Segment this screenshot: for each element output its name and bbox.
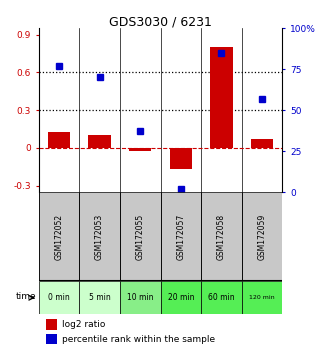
FancyBboxPatch shape	[120, 281, 160, 314]
FancyBboxPatch shape	[79, 281, 120, 314]
Text: time: time	[16, 292, 37, 301]
FancyBboxPatch shape	[242, 192, 282, 281]
Text: GSM172055: GSM172055	[136, 213, 145, 260]
FancyBboxPatch shape	[201, 192, 242, 281]
FancyBboxPatch shape	[120, 192, 160, 281]
FancyBboxPatch shape	[160, 192, 201, 281]
Text: percentile rank within the sample: percentile rank within the sample	[62, 335, 215, 344]
Text: log2 ratio: log2 ratio	[62, 320, 105, 329]
Title: GDS3030 / 6231: GDS3030 / 6231	[109, 15, 212, 28]
Bar	[46, 319, 57, 330]
Bar	[169, 148, 192, 170]
Bar	[46, 334, 57, 344]
Text: GSM172058: GSM172058	[217, 214, 226, 260]
Text: 0 min: 0 min	[48, 293, 70, 302]
Text: 60 min: 60 min	[208, 293, 235, 302]
Text: 20 min: 20 min	[168, 293, 194, 302]
Bar	[210, 47, 233, 148]
Text: GSM172057: GSM172057	[176, 213, 185, 260]
FancyBboxPatch shape	[242, 281, 282, 314]
Text: 5 min: 5 min	[89, 293, 110, 302]
FancyBboxPatch shape	[201, 281, 242, 314]
Text: 120 min: 120 min	[249, 295, 275, 300]
FancyBboxPatch shape	[79, 192, 120, 281]
Bar	[129, 148, 152, 150]
Text: GSM172052: GSM172052	[54, 214, 63, 260]
FancyBboxPatch shape	[160, 281, 201, 314]
Bar	[88, 135, 111, 148]
Text: GSM172059: GSM172059	[258, 213, 267, 260]
Text: GSM172053: GSM172053	[95, 213, 104, 260]
Bar	[48, 132, 70, 148]
Text: 10 min: 10 min	[127, 293, 153, 302]
FancyBboxPatch shape	[39, 192, 79, 281]
FancyBboxPatch shape	[39, 281, 79, 314]
Bar	[251, 139, 273, 148]
